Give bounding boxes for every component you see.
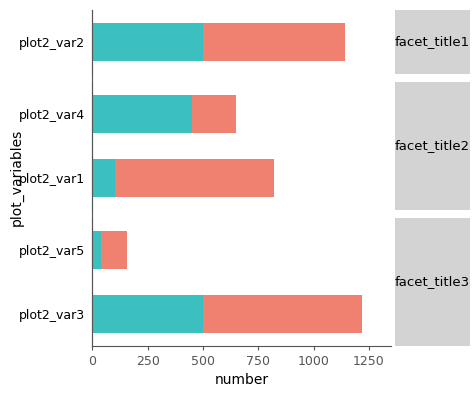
- Bar: [92, 159, 115, 197]
- Bar: [203, 295, 362, 333]
- X-axis label: number: number: [215, 373, 269, 387]
- Bar: [192, 95, 236, 133]
- Text: facet_title1: facet_title1: [395, 35, 470, 48]
- Bar: [203, 23, 345, 61]
- Bar: [92, 295, 203, 333]
- Bar: [115, 159, 274, 197]
- Text: plot_variables: plot_variables: [9, 129, 24, 226]
- Bar: [101, 231, 127, 269]
- Bar: [92, 95, 192, 133]
- Text: facet_title3: facet_title3: [395, 275, 470, 288]
- Bar: [92, 231, 101, 269]
- Bar: [92, 23, 203, 61]
- Text: facet_title2: facet_title2: [395, 139, 470, 152]
